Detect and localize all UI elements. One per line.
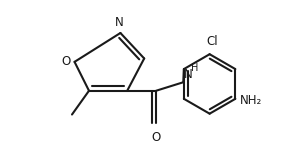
Text: H: H <box>191 63 199 73</box>
Text: Cl: Cl <box>206 35 218 48</box>
Text: O: O <box>61 55 70 67</box>
Text: NH₂: NH₂ <box>239 94 262 107</box>
Text: N: N <box>184 68 193 81</box>
Text: N: N <box>115 16 124 29</box>
Text: O: O <box>152 131 161 144</box>
